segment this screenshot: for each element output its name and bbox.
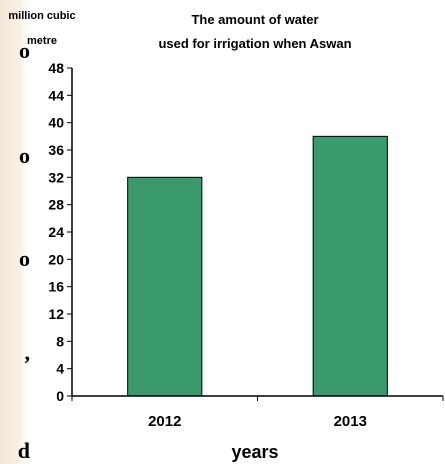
bar-2012 (127, 176, 203, 397)
y-tick-label: 12 (48, 306, 64, 322)
y-tick-label: 36 (48, 142, 64, 158)
y-axis-label-line-2: metre (27, 35, 57, 47)
y-tick-label: 48 (48, 60, 64, 76)
chart-title-line-1: The amount of water (191, 12, 318, 27)
y-tick-label: 8 (56, 333, 64, 349)
y-axis-label-line-1: million cubic (8, 10, 75, 22)
chart-title-line-2: used for irrigation when Aswan (158, 36, 351, 51)
y-tick-label: 0 (56, 388, 64, 404)
bars (127, 135, 388, 397)
y-tick-label: 20 (48, 251, 64, 267)
y-tick-label: 4 (56, 361, 64, 377)
x-tick-label: 2012 (148, 413, 181, 430)
background-text-fragment: o (19, 38, 30, 63)
y-tick-label: 44 (48, 87, 64, 103)
y-tick-label: 40 (48, 115, 64, 131)
y-tick-label: 16 (48, 279, 64, 295)
background-text-fragment: d (17, 438, 30, 463)
x-axis-label: years (231, 442, 278, 462)
y-tick-label: 28 (48, 197, 64, 213)
x-tick-label: 2013 (334, 413, 367, 430)
y-tick-label: 32 (48, 169, 64, 185)
y-tick-label: 24 (48, 224, 64, 240)
x-axis-ticks: 2012 2013 (71, 396, 444, 430)
background-slide-edge (0, 0, 30, 464)
background-text-fragment: o (19, 246, 30, 271)
background-text-fragment: o (19, 143, 30, 168)
bar-2013 (312, 135, 388, 397)
background-text-fragment: , (24, 340, 31, 365)
